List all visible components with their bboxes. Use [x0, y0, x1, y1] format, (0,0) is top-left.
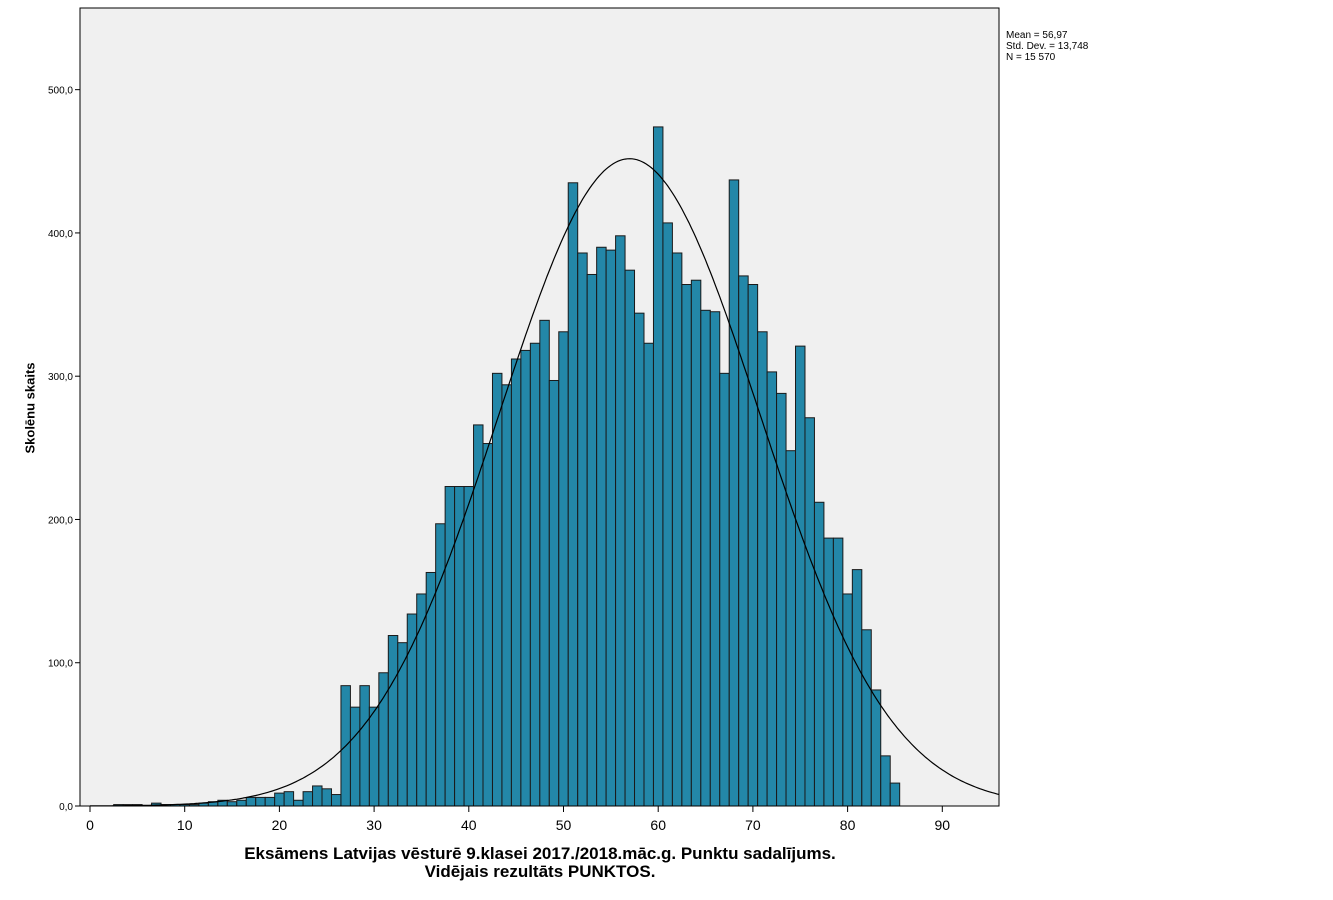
x-axis-title-line1: Eksāmens Latvijas vēsturē 9.klasei 2017.… — [244, 844, 836, 863]
histogram-bar — [586, 273, 598, 807]
histogram-bar — [880, 755, 891, 807]
histogram-bar — [548, 379, 560, 807]
y-tick-label: 200,0 — [48, 515, 73, 526]
histogram-bar — [804, 417, 815, 807]
histogram-bar — [662, 222, 673, 807]
histogram-bar — [359, 685, 370, 807]
histogram-bar — [596, 246, 607, 807]
y-axis-title: Skolēnu skaits — [22, 362, 38, 454]
histogram-bar — [709, 311, 721, 807]
histogram-bar — [567, 182, 579, 807]
y-tick-label: 400,0 — [48, 229, 73, 240]
x-tick-label: 80 — [840, 817, 856, 833]
y-tick-label: 100,0 — [48, 659, 73, 670]
histogram-bar — [510, 358, 522, 807]
histogram-bar — [454, 486, 465, 807]
stat-n: N = 15 570 — [1006, 52, 1056, 63]
histogram-bar — [245, 796, 257, 807]
histogram-bar — [719, 372, 730, 807]
histogram-bar — [397, 642, 408, 807]
histogram-bar — [435, 523, 446, 807]
histogram-bar — [491, 372, 503, 807]
histogram-bar — [368, 706, 380, 807]
histogram-bar — [425, 571, 437, 807]
histogram-bar — [861, 629, 872, 807]
histogram-bar — [226, 801, 238, 807]
histogram-bar — [482, 443, 493, 807]
x-tick-label: 20 — [272, 817, 288, 833]
histogram-bar — [870, 689, 882, 807]
histogram-bar — [539, 319, 550, 807]
x-tick-label: 0 — [86, 817, 94, 833]
histogram-bar — [643, 342, 654, 807]
x-tick-label: 30 — [366, 817, 382, 833]
histogram-bar — [842, 593, 853, 807]
histogram-bar — [321, 788, 332, 807]
x-tick-label: 90 — [935, 817, 951, 833]
normal-curve — [90, 158, 1000, 807]
histogram-bar — [349, 706, 361, 807]
histogram-bar — [634, 312, 645, 807]
histogram-bar — [264, 796, 276, 807]
histogram-bar — [577, 252, 588, 807]
histogram-bar — [283, 791, 295, 807]
x-tick-label: 50 — [556, 817, 572, 833]
histogram-bar — [747, 284, 759, 807]
histogram-bar — [681, 284, 692, 807]
histogram-bar — [529, 342, 541, 807]
histogram-bar — [671, 252, 683, 807]
x-axis-title-line2: Vidējais rezultāts PUNKTOS. — [424, 862, 656, 881]
y-tick-label: 0,0 — [59, 802, 73, 813]
y-tick-label: 500,0 — [48, 86, 73, 97]
histogram-bar — [624, 269, 636, 807]
histogram-bar — [444, 486, 456, 807]
stats-legend: Mean = 56,97 Std. Dev. = 13,748 N = 15 5… — [1006, 30, 1088, 63]
x-tick-label: 70 — [745, 817, 761, 833]
histogram-bar — [757, 331, 768, 807]
histogram-bar — [501, 384, 512, 807]
histogram-bar — [823, 537, 834, 807]
histogram-bar — [776, 392, 787, 807]
histogram-bar — [605, 249, 617, 807]
histogram-bar — [520, 349, 531, 807]
histogram-bar — [274, 792, 285, 807]
histogram-bar — [766, 371, 778, 807]
histogram-bar — [851, 569, 863, 807]
histogram-bar — [293, 799, 304, 807]
histogram-bar — [558, 331, 569, 807]
histogram-bar — [813, 501, 825, 807]
x-tick-label: 60 — [650, 817, 666, 833]
x-axis-title: Eksāmens Latvijas vēsturē 9.klasei 2017.… — [90, 845, 990, 881]
histogram-bar — [889, 782, 901, 807]
histogram-bar — [615, 235, 626, 807]
histogram-bar — [690, 279, 702, 807]
histogram-bar — [728, 179, 740, 807]
histogram-bar — [463, 486, 475, 807]
histogram-bar — [312, 785, 323, 807]
y-tick-label: 300,0 — [48, 372, 73, 383]
x-tick-label: 10 — [177, 817, 193, 833]
histogram-bar — [473, 424, 484, 807]
histogram-bar — [302, 791, 314, 807]
histogram-bar — [652, 126, 664, 807]
histogram-bar — [406, 613, 418, 807]
histogram-bar — [330, 794, 342, 807]
histogram-bar — [236, 799, 247, 807]
histogram-bar — [255, 796, 266, 807]
stat-mean: Mean = 56,97 — [1006, 30, 1068, 41]
histogram-bar — [832, 537, 844, 807]
histogram-bar — [387, 635, 399, 807]
stat-std: Std. Dev. = 13,748 — [1006, 41, 1089, 52]
histogram-bar — [795, 345, 806, 807]
histogram-bar — [700, 309, 711, 807]
x-tick-label: 40 — [461, 817, 477, 833]
